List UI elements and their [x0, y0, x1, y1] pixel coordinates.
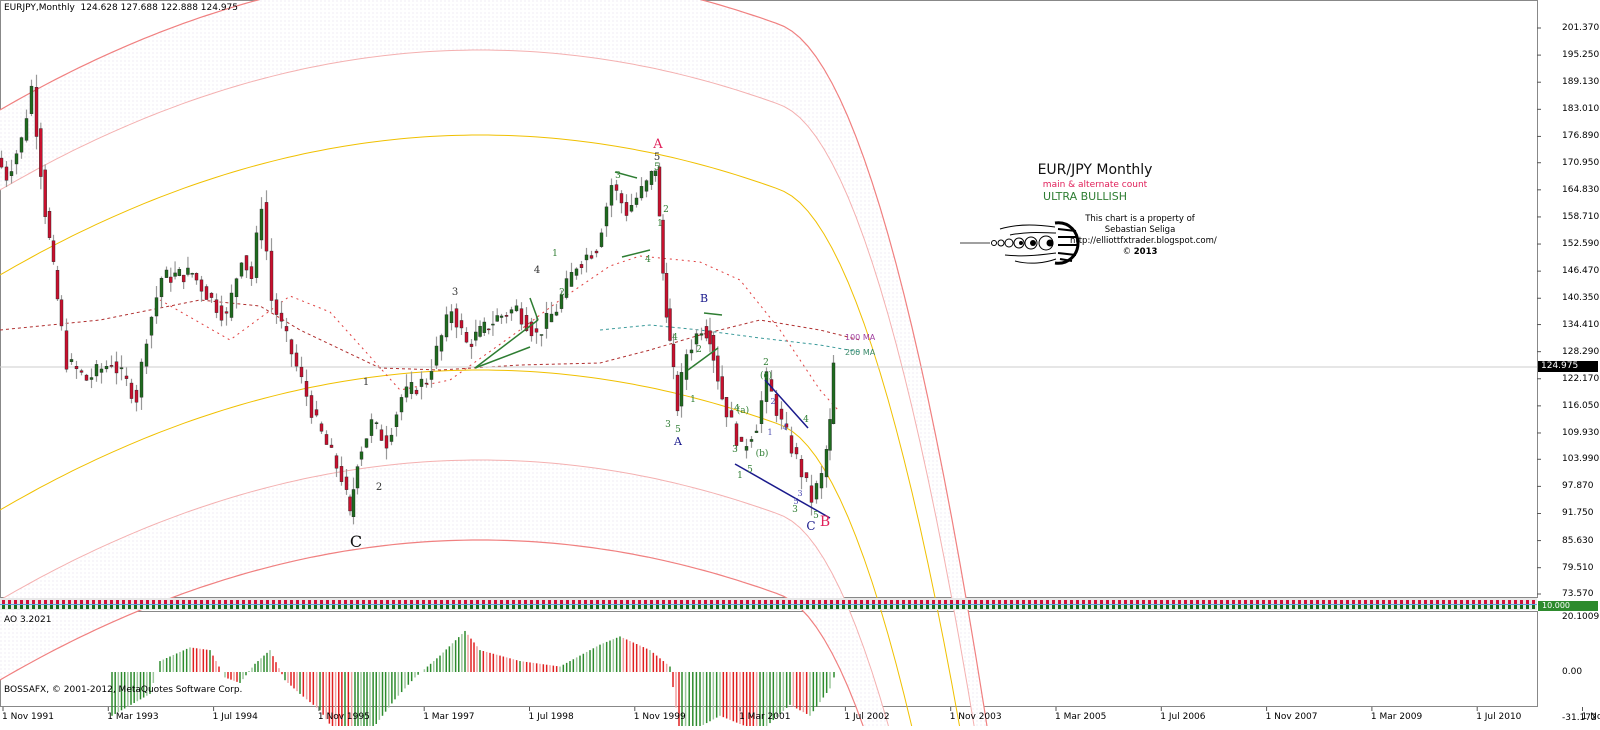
- wave-label: 1: [363, 377, 369, 388]
- wave-label: 1: [737, 471, 743, 481]
- time-tick-label: 1 Nov 1999: [634, 712, 686, 722]
- time-tick-label: 1 Mar 2001: [739, 712, 790, 722]
- current-price-badge: 124.975: [1538, 361, 1598, 372]
- wave-label: 4: [803, 415, 809, 425]
- wave-label: 3: [615, 171, 621, 181]
- time-tick-label: 1 Mar 1993: [107, 712, 158, 722]
- wave-label: 1: [767, 428, 772, 437]
- price-tick-label: 158.710: [1562, 212, 1599, 222]
- wave-label: 5: [654, 162, 660, 173]
- wave-label: 3: [732, 445, 738, 455]
- wave-label: 2: [559, 288, 565, 298]
- time-tick-label: 1 Jul 2006: [1160, 712, 1205, 722]
- time-tick-label: 1 Jul 2010: [1476, 712, 1521, 722]
- price-tick-label: 122.170: [1562, 374, 1599, 384]
- footer-copyright: BOSSAFX, © 2001-2012, MetaQuotes Softwar…: [4, 685, 242, 695]
- price-tick-label: 97.870: [1562, 481, 1594, 491]
- author-logo-icon: [960, 223, 1078, 263]
- price-tick-label: 176.890: [1562, 131, 1599, 141]
- symbol-label: EURJPY,Monthly: [4, 3, 75, 13]
- price-tick-label: 189.130: [1562, 77, 1599, 87]
- price-tick-label: 195.250: [1562, 50, 1599, 60]
- price-tick-label: 91.750: [1562, 508, 1594, 518]
- price-tick-label: 140.350: [1562, 293, 1599, 303]
- ma100-label: 100 MA: [845, 333, 876, 342]
- time-tick-label: 1 Nov 2003: [950, 712, 1002, 722]
- price-tick-label: 164.830: [1562, 185, 1599, 195]
- wave-label: (c): [760, 370, 772, 381]
- price-tick-label: 170.950: [1562, 158, 1599, 168]
- info-subtitle: main & alternate count: [1020, 180, 1170, 190]
- curved-channels: [0, 0, 1000, 726]
- wave-label: 1: [552, 249, 558, 259]
- property-notice: This chart is a property of Sebastian Se…: [1070, 214, 1210, 258]
- wave-label: 4: [734, 404, 740, 414]
- info-bias: ULTRA BULLISH: [1020, 190, 1150, 203]
- wave-label: (b): [756, 448, 769, 459]
- wave-label: 4: [672, 333, 678, 343]
- property-line-3: http://elliottfxtrader.blogspot.com/: [1070, 236, 1210, 247]
- time-tick-label: 1 Mar 2005: [1055, 712, 1106, 722]
- info-title: EUR/JPY Monthly: [1020, 162, 1170, 178]
- ma200-label: 200 MA: [845, 348, 876, 357]
- property-line-1: This chart is a property of: [1070, 214, 1210, 225]
- wave-label: C: [350, 532, 362, 551]
- wave-label: C: [806, 519, 815, 533]
- wave-label: 2: [696, 345, 702, 355]
- wave-label: 4: [645, 255, 651, 265]
- price-tick-label: 116.050: [1562, 401, 1599, 411]
- price-tick-label: 128.290: [1562, 347, 1599, 357]
- indicator-title: AO 3.2021: [4, 615, 51, 625]
- ohlc-values: 124.628 127.688 122.888 124.975: [81, 3, 238, 13]
- price-tick-label: 201.370: [1562, 23, 1599, 33]
- wave-label: 4: [534, 265, 540, 276]
- wave-label: A: [673, 435, 683, 448]
- wave-label: B: [820, 514, 830, 530]
- wave-label: 3: [665, 420, 671, 430]
- ao-zero-label: 0.00: [1562, 667, 1582, 677]
- time-tick-label: 1 Nov 2007: [1266, 712, 1318, 722]
- time-tick-label: 1 Mar 2009: [1371, 712, 1422, 722]
- time-tick-label: 1 Mar 1997: [423, 712, 474, 722]
- wave-label: 1: [690, 395, 696, 405]
- price-tick-label: 183.010: [1562, 104, 1599, 114]
- price-tick-label: 152.590: [1562, 239, 1599, 249]
- wave-label: 5: [747, 465, 753, 475]
- wave-label: 1: [657, 219, 663, 229]
- wave-label: 5: [675, 425, 681, 435]
- copyright-icon: ©: [1123, 247, 1132, 257]
- wave-label: 2: [376, 482, 382, 493]
- wave-label: A: [652, 137, 663, 152]
- property-year: 2013: [1134, 247, 1158, 257]
- ao-max-label: 20.1009: [1562, 612, 1599, 622]
- wave-label: 3: [452, 287, 458, 298]
- price-tick-label: 109.930: [1562, 428, 1599, 438]
- wave-label: 2: [763, 358, 769, 368]
- wave-label: 3: [792, 505, 798, 515]
- time-tick-label: 1 Jul 1994: [213, 712, 258, 722]
- price-tick-label: 79.510: [1562, 563, 1594, 573]
- time-tick-label: 1 Nov 1991: [2, 712, 54, 722]
- property-line-2: Sebastian Seliga: [1070, 225, 1210, 236]
- wave-label: 2: [770, 397, 775, 406]
- separator-strip: [0, 598, 1537, 610]
- price-tick-label: 85.630: [1562, 536, 1594, 546]
- time-tick-label: 1 Jul 2002: [844, 712, 889, 722]
- price-tick-label: 134.410: [1562, 320, 1599, 330]
- price-tick-label: 103.990: [1562, 454, 1599, 464]
- time-tick-label: 1 Jul 1998: [529, 712, 574, 722]
- price-tick-label: 146.470: [1562, 266, 1599, 276]
- candlesticks: [0, 75, 835, 525]
- time-tick-label: 1 Nov 2011: [1582, 712, 1600, 722]
- price-tick-label: 73.570: [1562, 589, 1594, 599]
- wave-label: 2: [663, 205, 669, 215]
- time-tick-label: 1 Nov 1995: [318, 712, 370, 722]
- wave-label: 4: [782, 423, 787, 432]
- strip-value-badge: 10.000: [1538, 601, 1598, 611]
- chart-header: EURJPY,Monthly 124.628 127.688 122.888 1…: [4, 3, 238, 13]
- wave-label: B: [700, 292, 708, 305]
